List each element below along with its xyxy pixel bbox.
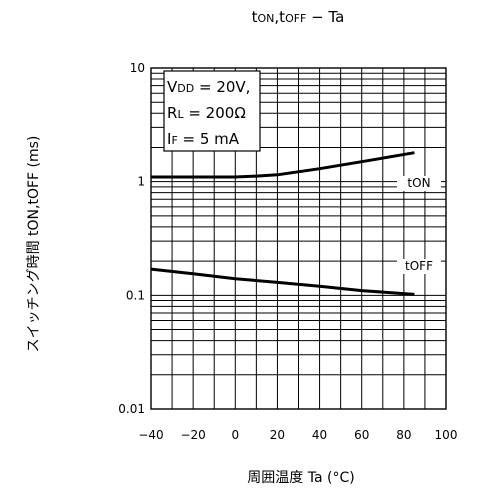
y-tick-label: 0.01 xyxy=(118,402,145,416)
condition-vdd: VDD = 20V, xyxy=(167,78,250,96)
condition-rl: RL = 200Ω xyxy=(167,104,246,122)
x-tick-label: 60 xyxy=(354,428,369,442)
x-tick-label: 100 xyxy=(435,428,458,442)
x-tick-label: 20 xyxy=(270,428,285,442)
series-toff-line xyxy=(150,267,415,296)
y-tick-label: 10 xyxy=(130,61,145,75)
tick-labels: −40 −20 0 20 40 60 80 100 10 1 0.1 0.01 xyxy=(118,61,457,442)
series-ton-line xyxy=(151,151,415,179)
series-ton-label: tON xyxy=(407,176,430,190)
series-label-bg xyxy=(397,176,441,191)
x-tick-label: 0 xyxy=(231,428,239,442)
x-axis-label: 周囲温度 Ta (°C) xyxy=(247,470,354,486)
condition-if: IF = 5 mA xyxy=(167,130,240,148)
conditions-box: VDD = 20V, RL = 200Ω IF = 5 mA xyxy=(163,70,261,152)
chart-title: tON,tOFF − Ta xyxy=(252,8,345,26)
y-tick-label: 1 xyxy=(137,175,145,189)
x-tick-label: 40 xyxy=(312,428,327,442)
series-label-bg xyxy=(397,259,441,274)
y-tick-label: 0.1 xyxy=(126,288,145,302)
series-toff-label: tOFF xyxy=(405,259,433,273)
plot-frame xyxy=(150,67,447,410)
x-tick-label: −40 xyxy=(138,428,163,442)
series-group: tON tOFF xyxy=(150,151,441,296)
y-axis-label: スイッチング時間 tON,tOFF (ms) xyxy=(26,136,42,353)
x-tick-label: −20 xyxy=(180,428,205,442)
x-tick-label: 80 xyxy=(396,428,411,442)
